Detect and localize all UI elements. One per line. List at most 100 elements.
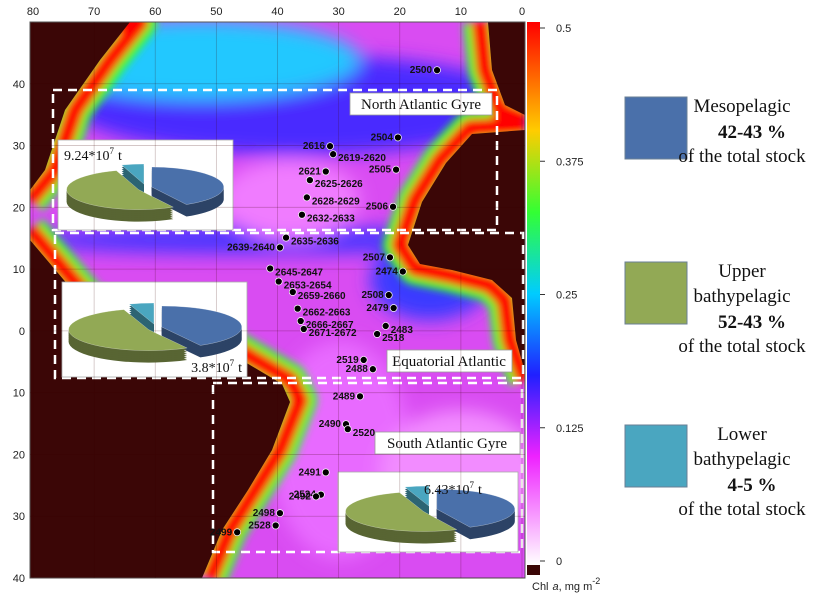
station (274, 277, 283, 286)
lon-tick-label: 60 (149, 6, 161, 18)
station (233, 528, 242, 537)
region-label: South Atlantic Gyre (387, 436, 507, 452)
lon-tick-label: 0 (519, 6, 525, 18)
pie-weight-base: 3.8*10 (191, 361, 230, 376)
pie-slice (68, 309, 188, 351)
station-label: 2632-2633 (307, 214, 355, 225)
pie-slice (345, 492, 458, 532)
station (369, 365, 377, 374)
station (282, 233, 290, 242)
legend-name: bathypelagic (693, 449, 790, 470)
station-label: 2616 (303, 141, 326, 152)
colorbar-tick-label: 0.375 (556, 156, 584, 168)
station (302, 193, 311, 202)
station (293, 304, 302, 313)
station (321, 167, 330, 176)
legend-note: of the total stock (678, 146, 806, 167)
station-label: 2474 (376, 267, 399, 278)
pie-weight-unit: t (238, 361, 242, 376)
pie-weight-unit: t (118, 149, 122, 164)
station (433, 66, 441, 75)
station (381, 322, 390, 330)
station-label: 2498 (253, 508, 276, 519)
colorbar-land (527, 565, 540, 575)
station (306, 176, 314, 185)
lat-tick-label: 20 (13, 202, 25, 214)
lon-tick-label: 10 (455, 6, 467, 18)
station-label: 2505 (369, 165, 392, 176)
station (356, 392, 364, 401)
lon-tick-label: 40 (271, 6, 283, 18)
station-label: 2490 (319, 419, 342, 430)
lon-tick-label: 80 (27, 6, 39, 18)
station-label: 2662-2663 (303, 308, 351, 319)
station-label: 2479 (366, 303, 389, 314)
station (326, 142, 334, 151)
region-label: North Atlantic Gyre (361, 97, 481, 113)
station-label: 2653-2654 (284, 280, 332, 291)
station (276, 243, 284, 252)
station (389, 202, 397, 211)
station (359, 356, 368, 364)
legend-swatch (624, 261, 688, 325)
station (296, 317, 305, 325)
legend-swatch (624, 96, 688, 160)
station-label: 2659-2660 (298, 291, 346, 302)
map-frame (29, 21, 526, 579)
colorbar-tick-label: 0 (556, 556, 562, 568)
station (386, 253, 394, 262)
lat-tick-label: 30 (13, 141, 25, 153)
station (389, 304, 398, 312)
station-label: 2506 (366, 202, 389, 213)
station-label: 2666-2667 (306, 320, 354, 331)
station-label: 2500 (410, 65, 433, 76)
station-label: 2621 (299, 167, 322, 178)
pie-slice (151, 166, 225, 205)
station-label: 2519 (336, 355, 359, 366)
legend-note: of the total stock (678, 499, 806, 520)
legend-share: 42-43 % (718, 122, 786, 143)
colorbar-label-name: Chl (532, 581, 549, 593)
station (298, 210, 306, 219)
pie-slice (128, 302, 155, 325)
station (343, 425, 352, 433)
colorbar-label: Chl a, mg m-2 (532, 576, 600, 593)
pie-weight-base: 9.24*10 (64, 149, 110, 164)
station-label: 2635-2636 (291, 237, 339, 248)
lat-tick-label: 40 (13, 573, 25, 585)
legend-name: Upper (718, 261, 766, 282)
station-label: 2520 (353, 428, 376, 439)
station-label: 2483 (391, 325, 414, 336)
lon-tick-label: 70 (88, 6, 100, 18)
pie-slice (121, 163, 145, 185)
station (329, 150, 337, 159)
legend-name: Lower (717, 424, 767, 445)
pie-weight-exp: 7 (230, 358, 235, 368)
legend-swatch (624, 424, 688, 488)
station-label: 2499 (210, 527, 233, 538)
station-label: 2528 (248, 520, 271, 531)
pie-slice (66, 170, 175, 210)
station (276, 509, 284, 517)
colorbar-label-exp: -2 (592, 576, 600, 586)
lat-tick-label: 40 (13, 79, 25, 91)
station-label: 2625-2626 (315, 179, 363, 190)
pie-weight-unit: t (478, 483, 482, 498)
station (266, 264, 275, 273)
pie-slice (404, 485, 430, 507)
pie-weight-exp: 7 (470, 480, 475, 490)
colorbar-tick-label: 0.5 (556, 23, 571, 35)
station (321, 468, 330, 477)
legend-name: Mesopelagic (693, 96, 790, 117)
colorbar (527, 22, 540, 565)
station-label: 2645-2647 (275, 267, 323, 278)
station (288, 288, 297, 296)
station-label: 2504 (371, 133, 394, 144)
lat-tick-label: 10 (13, 388, 25, 400)
pie-slice (161, 305, 243, 346)
station-label: 2507 (363, 252, 386, 263)
lon-tick-label: 20 (394, 6, 406, 18)
lat-tick-label: 20 (13, 449, 25, 461)
pie-weight-base: 6.43*10 (424, 483, 470, 498)
